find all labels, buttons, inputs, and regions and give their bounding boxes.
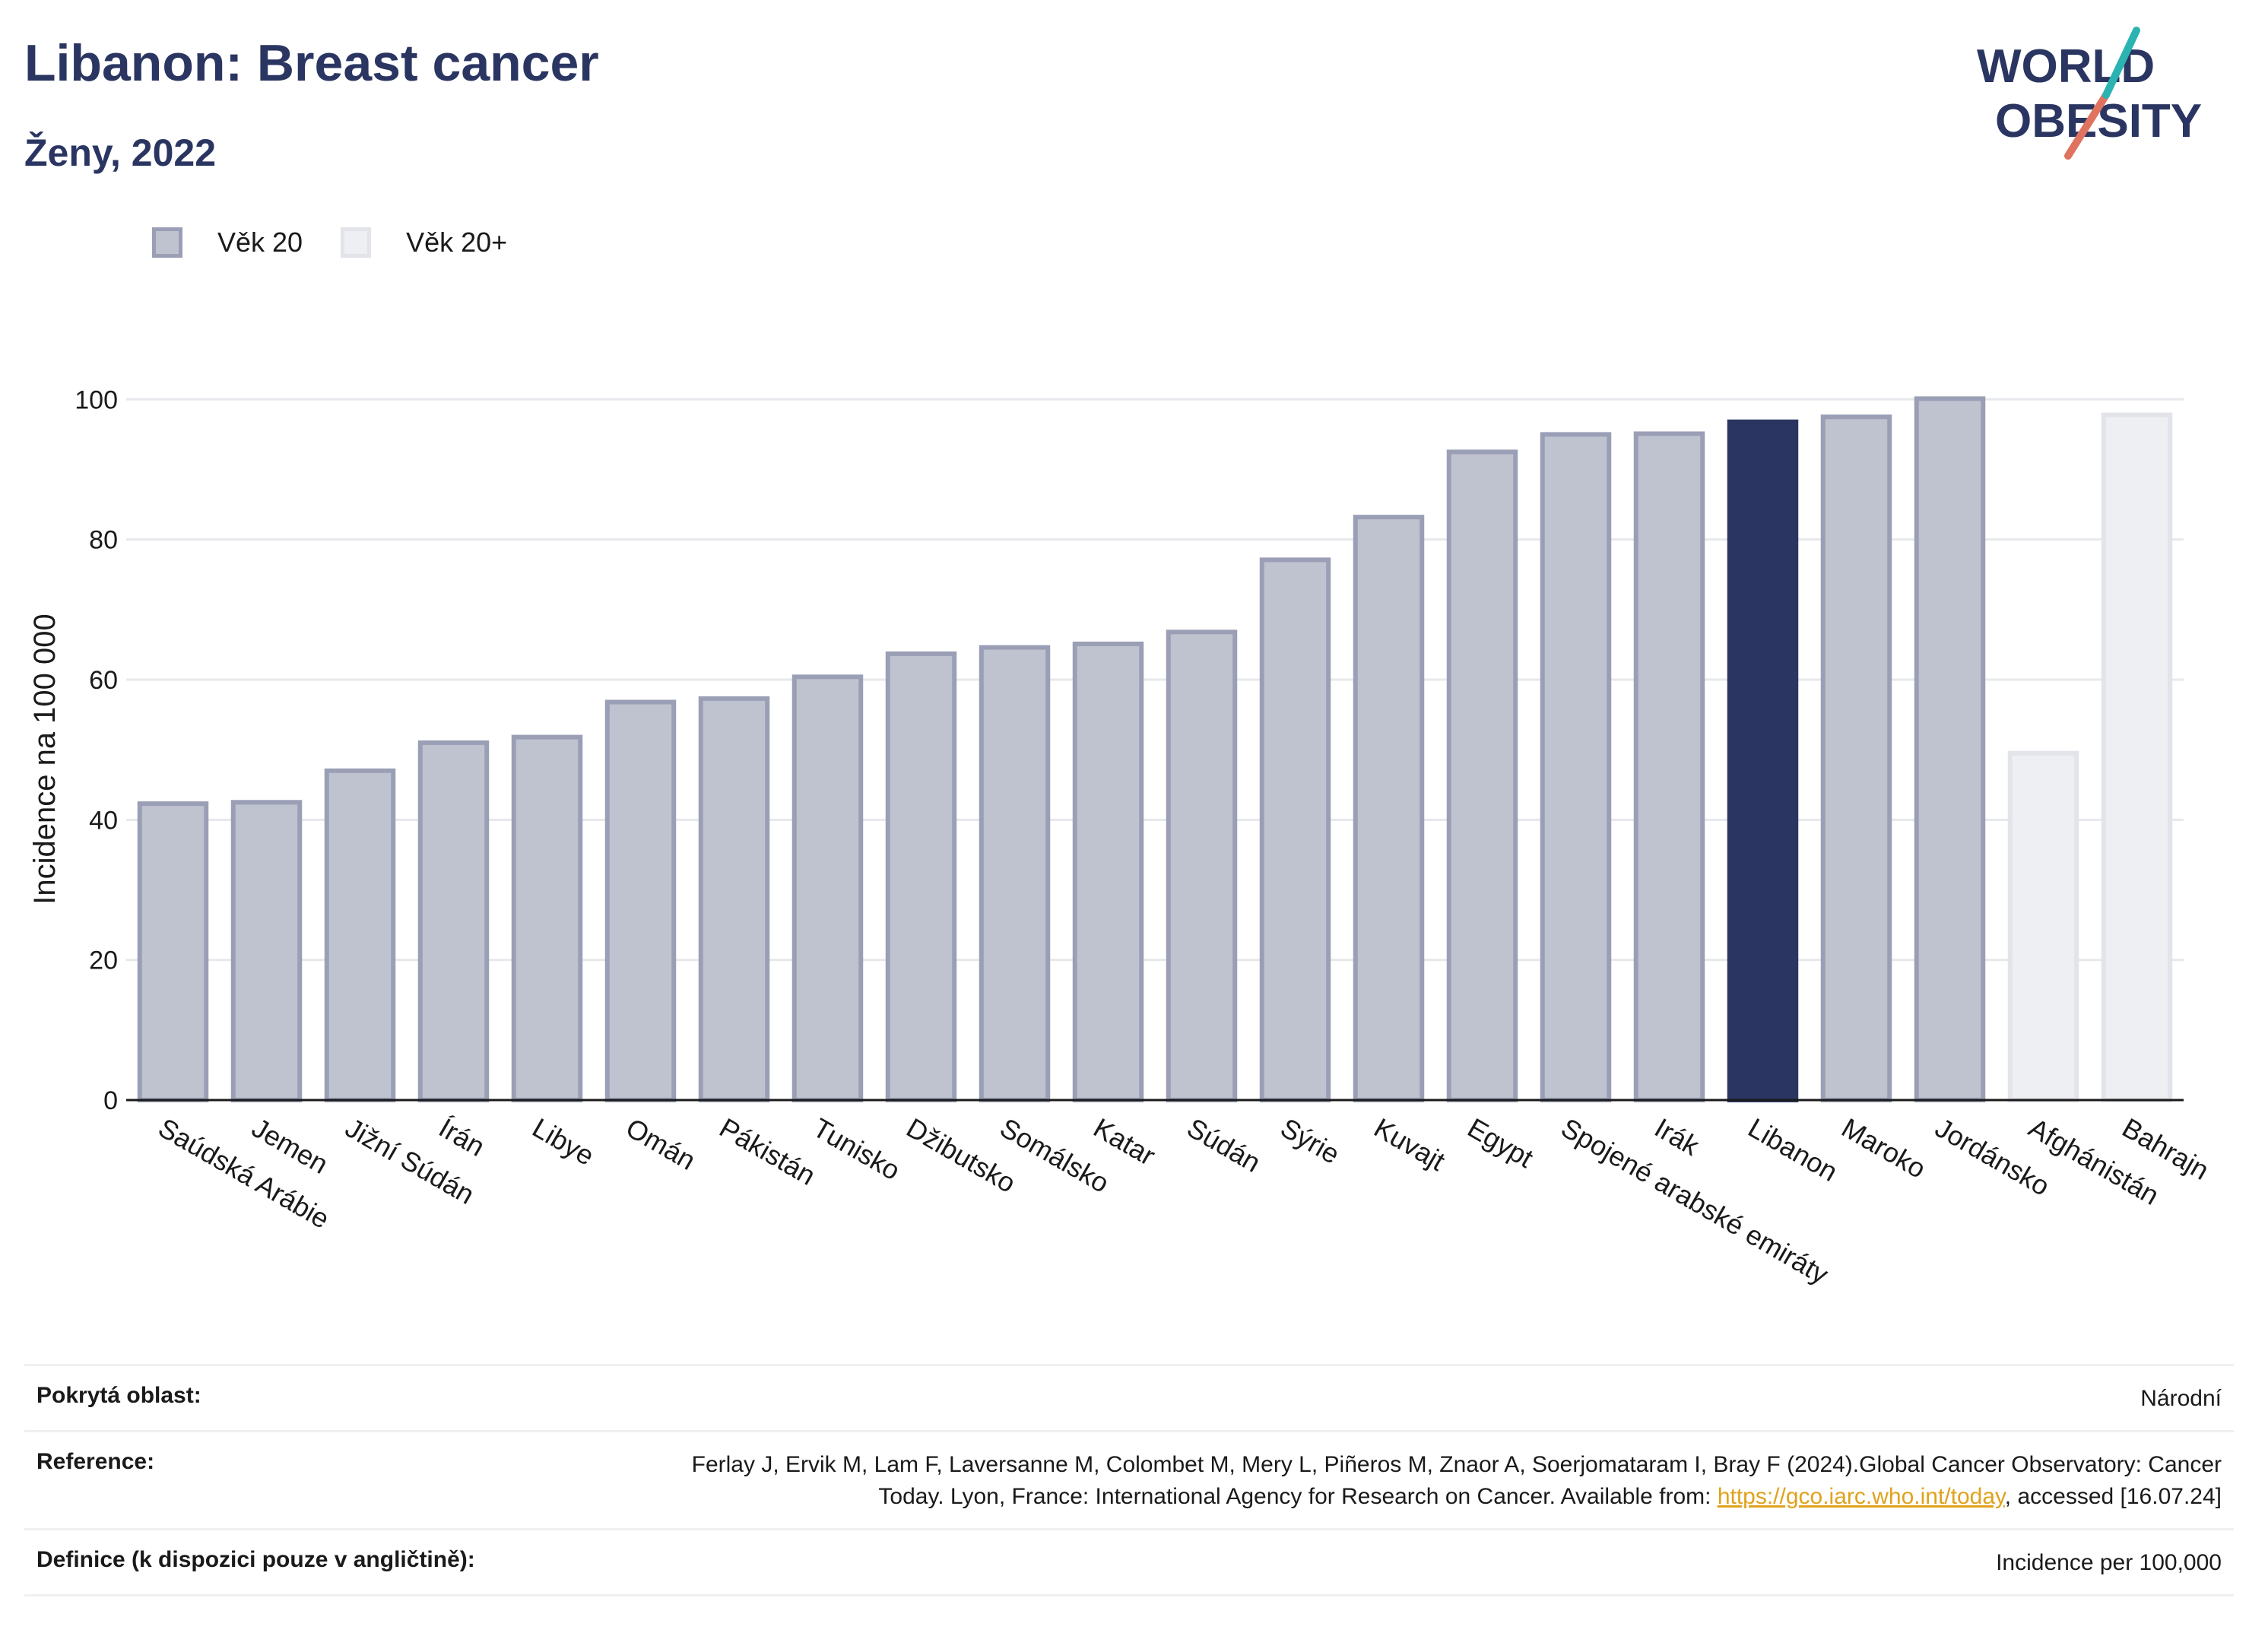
x-tick-label: Egypt — [1463, 1111, 1539, 1174]
y-tick-label: 60 — [89, 666, 118, 695]
y-tick-label: 20 — [89, 946, 118, 975]
bar-21 — [2101, 412, 2173, 1102]
legend-label: Věk 20 — [217, 227, 303, 258]
legend-label: Věk 20+ — [406, 227, 508, 258]
x-tick-label: Sýrie — [1276, 1111, 1346, 1170]
bar-4 — [511, 734, 583, 1102]
bar-6 — [698, 696, 770, 1102]
reference-link[interactable]: https://gco.iarc.who.int/today — [1717, 1484, 2005, 1509]
coverage-value: Národní — [2140, 1386, 2222, 1411]
legend-item-vek20plus[interactable]: Věk 20+ — [341, 227, 507, 258]
x-tick-label: Pákistán — [715, 1111, 821, 1191]
reference-value: Ferlay J, Ervik M, Lam F, Laversanne M, … — [625, 1449, 2222, 1513]
bar-19 — [1914, 396, 1986, 1102]
footer-row-definition: Definice (k dispozici pouze v angličtině… — [24, 1530, 2234, 1597]
bar-8 — [885, 651, 957, 1102]
logo-slash-teal — [2102, 27, 2140, 99]
bar-20 — [2007, 750, 2079, 1103]
x-tick-label: Súdán — [1182, 1111, 1267, 1178]
reference-label: Reference: — [36, 1449, 155, 1474]
legend: Věk 20 Věk 20+ — [152, 227, 545, 258]
bar-1 — [230, 800, 303, 1103]
bar-10 — [1072, 641, 1144, 1102]
legend-swatch — [152, 227, 182, 258]
bar-16 — [1633, 431, 1705, 1102]
x-tick-label: Írán — [434, 1111, 490, 1162]
bar-5 — [604, 699, 677, 1102]
chart-subtitle: Ženy, 2022 — [24, 132, 217, 174]
reference-text: Ferlay J, Ervik M, Lam F, Laversanne M, … — [691, 1452, 2222, 1509]
bar-0 — [137, 801, 209, 1102]
x-tick-label: Libanon — [1743, 1111, 1843, 1187]
footer-row-coverage: Pokrytá oblast: Národní — [24, 1366, 2234, 1432]
legend-swatch — [341, 227, 372, 258]
footer-row-reference: Reference: Ferlay J, Ervik M, Lam F, Lav… — [24, 1432, 2234, 1530]
x-tick-label: Omán — [621, 1111, 701, 1176]
bar-14 — [1446, 449, 1518, 1102]
world-obesity-logo: WORLD OBESITY — [1977, 27, 2202, 160]
x-tick-label: Kuvajt — [1369, 1111, 1451, 1177]
y-tick-label: 40 — [89, 806, 118, 835]
y-axis-title: Incidence na 100 000 — [28, 614, 62, 905]
y-tick-label: 100 — [75, 385, 118, 414]
chart-title: Libanon: Breast cancer — [24, 34, 599, 92]
x-tick-label: Irák — [1650, 1111, 1705, 1162]
bar-11 — [1166, 629, 1238, 1102]
definition-value: Incidence per 100,000 — [1996, 1550, 2222, 1575]
bar-2 — [324, 768, 396, 1102]
y-tick-label: 0 — [103, 1086, 118, 1115]
bar-9 — [979, 645, 1051, 1102]
coverage-label: Pokrytá oblast: — [36, 1383, 201, 1408]
bar-12 — [1259, 557, 1331, 1102]
y-tick-label: 80 — [89, 526, 118, 555]
bar-15 — [1540, 432, 1612, 1102]
x-tick-label: Tunisko — [808, 1111, 906, 1186]
bar-17 — [1727, 419, 1799, 1102]
bar-18 — [1820, 414, 1892, 1102]
logo-slash-red — [2064, 91, 2110, 160]
reference-accessed: , accessed [16.07.24] — [2004, 1484, 2222, 1509]
bar-3 — [417, 740, 490, 1102]
x-tick-label: Libye — [528, 1111, 600, 1172]
footer-table: Pokrytá oblast: Národní Reference: Ferla… — [24, 1364, 2234, 1597]
bar-13 — [1353, 515, 1425, 1102]
bar-7 — [791, 674, 864, 1102]
x-tick-label: Maroko — [1837, 1111, 1931, 1184]
legend-item-vek20[interactable]: Věk 20 — [152, 227, 303, 258]
definition-label: Definice (k dispozici pouze v angličtině… — [36, 1547, 475, 1572]
